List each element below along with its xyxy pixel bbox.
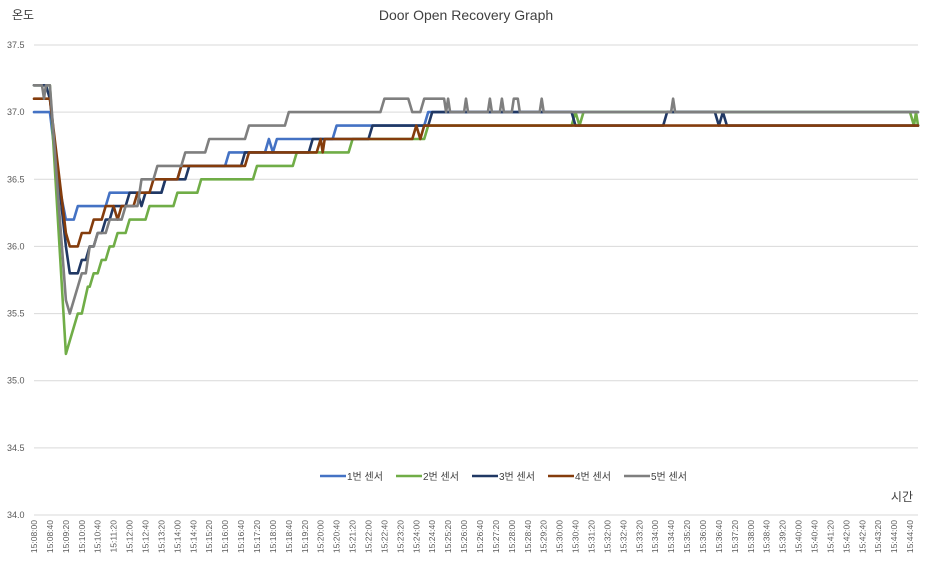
- x-tick-label: 15:42:00: [841, 520, 851, 553]
- chart-title: Door Open Recovery Graph: [379, 7, 553, 23]
- x-tick-label: 15:28:00: [507, 520, 517, 553]
- legend-label: 4번 센서: [575, 471, 611, 483]
- x-tick-label: 15:44:40: [905, 520, 915, 553]
- y-tick-label: 36.5: [7, 174, 25, 184]
- x-tick-label: 15:10:00: [77, 520, 87, 553]
- legend: 1번 센서 2번 센서 3번 센서 4번 센서 5번 센서: [320, 471, 687, 483]
- x-tick-label: 15:26:00: [459, 520, 469, 553]
- x-tick-label: 15:30:40: [571, 520, 581, 553]
- x-tick-label: 15:22:40: [379, 520, 389, 553]
- y-tick-label: 34.0: [7, 510, 25, 520]
- x-tick-label: 15:42:40: [857, 520, 867, 553]
- x-tick-label: 15:13:20: [156, 520, 166, 553]
- x-tick-label: 15:12:40: [140, 520, 150, 553]
- x-tick-label: 15:26:40: [475, 520, 485, 553]
- x-tick-label: 15:10:40: [93, 520, 103, 553]
- x-tick-label: 15:25:20: [443, 520, 453, 553]
- x-tick-label: 15:40:40: [809, 520, 819, 553]
- x-tick-label: 15:19:20: [300, 520, 310, 553]
- x-tick-label: 15:21:20: [348, 520, 358, 553]
- x-tick-label: 15:23:20: [395, 520, 405, 553]
- x-tick-label: 15:18:00: [268, 520, 278, 553]
- x-tick-label: 15:35:20: [682, 520, 692, 553]
- x-tick-label: 15:32:40: [618, 520, 628, 553]
- y-axis-label: 온도: [12, 8, 34, 22]
- legend-item: 3번 센서: [472, 471, 535, 483]
- x-tick-label: 15:22:00: [363, 520, 373, 553]
- x-tick-label: 15:39:20: [778, 520, 788, 553]
- gridlines: [34, 44, 918, 516]
- x-tick-label: 15:15:20: [204, 520, 214, 553]
- series-line-5: [32, 84, 920, 315]
- y-tick-label: 35.5: [7, 309, 25, 319]
- series-line-4: [32, 97, 920, 248]
- x-tick-label: 15:24:40: [427, 520, 437, 553]
- x-tick-label: 15:08:40: [45, 520, 55, 553]
- x-tick-label: 15:14:00: [172, 520, 182, 553]
- x-tick-label: 15:36:00: [698, 520, 708, 553]
- legend-item: 1번 센서: [320, 471, 383, 483]
- x-tick-label: 15:32:00: [602, 520, 612, 553]
- x-tick-label: 15:40:00: [794, 520, 804, 553]
- x-tick-label: 15:27:20: [491, 520, 501, 553]
- x-tick-label: 15:41:20: [825, 520, 835, 553]
- x-tick-label: 15:28:40: [523, 520, 533, 553]
- legend-item: 4번 센서: [548, 471, 611, 483]
- x-tick-label: 15:12:00: [125, 520, 135, 553]
- series-line-2: [32, 84, 920, 356]
- x-axis-ticks: 15:08:00 15:08:40 15:09:20 15:10:00 15:10:40…: [29, 520, 915, 553]
- x-tick-label: 15:44:00: [889, 520, 899, 553]
- x-tick-label: 15:33:20: [634, 520, 644, 553]
- y-tick-label: 36.0: [7, 241, 25, 251]
- x-tick-label: 15:18:40: [284, 520, 294, 553]
- legend-item: 2번 센서: [396, 471, 459, 483]
- y-tick-label: 35.0: [7, 376, 25, 386]
- x-tick-label: 15:31:20: [586, 520, 596, 553]
- x-tick-label: 15:38:40: [762, 520, 772, 553]
- x-tick-label: 15:09:20: [61, 520, 71, 553]
- legend-item: 5번 센서: [624, 471, 687, 483]
- x-tick-label: 15:43:20: [873, 520, 883, 553]
- series-lines: [32, 84, 920, 356]
- legend-label: 1번 센서: [347, 471, 383, 483]
- y-tick-label: 37.0: [7, 107, 25, 117]
- x-tick-label: 15:38:00: [746, 520, 756, 553]
- x-tick-label: 15:16:40: [236, 520, 246, 553]
- y-tick-label: 37.5: [7, 40, 25, 50]
- x-tick-label: 15:34:40: [666, 520, 676, 553]
- x-tick-label: 15:34:00: [650, 520, 660, 553]
- x-tick-label: 15:17:20: [252, 520, 262, 553]
- y-tick-label: 34.5: [7, 443, 25, 453]
- legend-label: 2번 센서: [423, 471, 459, 483]
- legend-label: 5번 센서: [651, 471, 687, 483]
- x-tick-label: 15:16:00: [220, 520, 230, 553]
- x-tick-label: 15:08:00: [29, 520, 39, 553]
- x-axis-label: 시간: [891, 490, 913, 504]
- x-tick-label: 15:11:20: [109, 520, 119, 553]
- x-tick-label: 15:24:00: [411, 520, 421, 553]
- x-tick-label: 15:20:40: [332, 520, 342, 553]
- x-tick-label: 15:29:20: [539, 520, 549, 553]
- x-tick-label: 15:30:00: [555, 520, 565, 553]
- y-axis-ticks: 34.0 34.5 35.0 35.5 36.0 36.5 37.0 37.5: [7, 40, 25, 520]
- x-tick-label: 15:36:40: [714, 520, 724, 553]
- legend-label: 3번 센서: [499, 471, 535, 483]
- x-tick-label: 15:14:40: [188, 520, 198, 553]
- x-tick-label: 15:20:00: [316, 520, 326, 553]
- x-tick-label: 15:37:20: [730, 520, 740, 553]
